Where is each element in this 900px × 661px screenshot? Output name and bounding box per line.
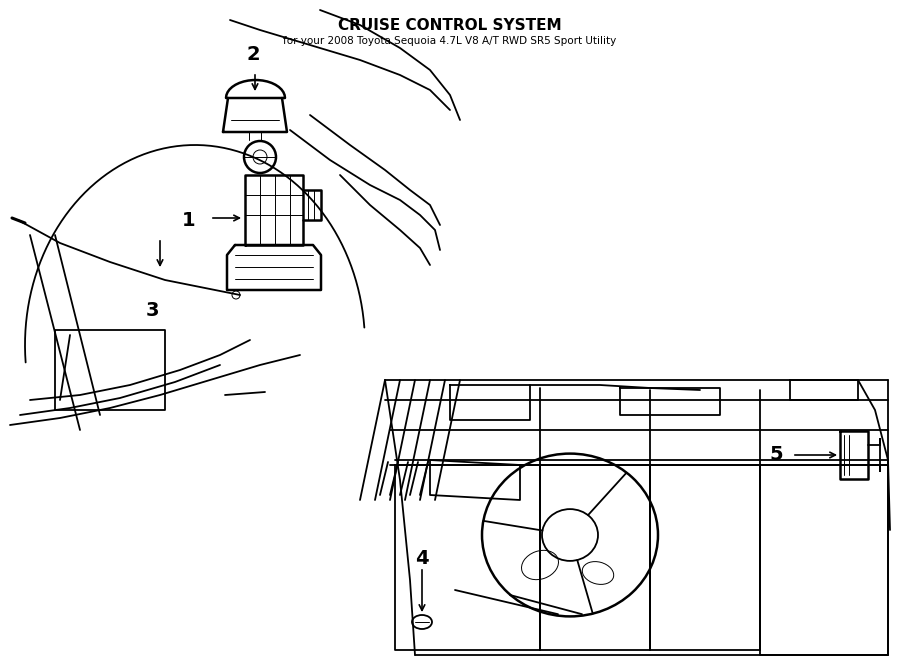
- Text: 2: 2: [247, 46, 260, 65]
- Text: CRUISE CONTROL SYSTEM: CRUISE CONTROL SYSTEM: [338, 18, 562, 33]
- Circle shape: [232, 291, 240, 299]
- Text: 5: 5: [770, 446, 783, 465]
- Text: 1: 1: [182, 210, 195, 229]
- Text: for your 2008 Toyota Sequoia 4.7L V8 A/T RWD SR5 Sport Utility: for your 2008 Toyota Sequoia 4.7L V8 A/T…: [284, 36, 616, 46]
- Text: 4: 4: [415, 549, 428, 568]
- Text: 3: 3: [145, 301, 158, 319]
